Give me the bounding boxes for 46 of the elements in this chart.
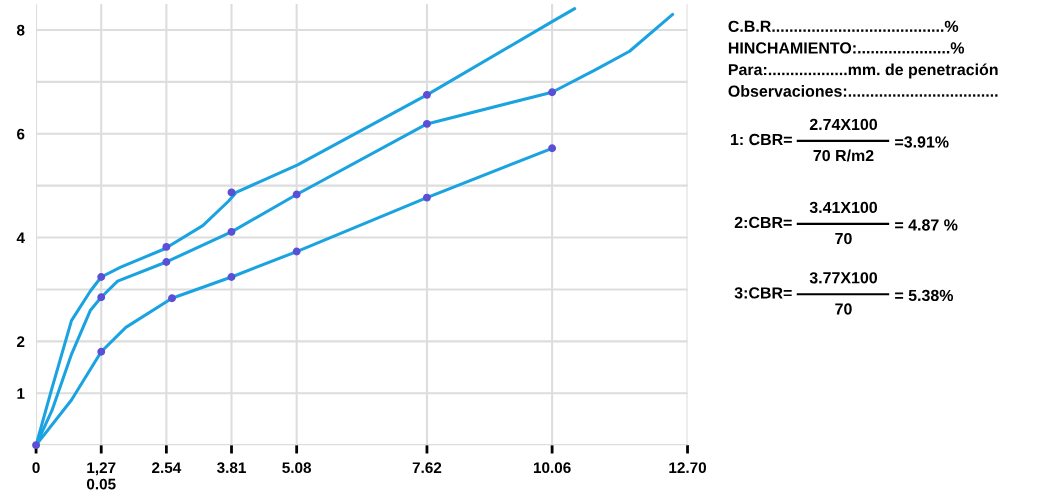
text: 3.41X100 xyxy=(809,201,878,214)
text: C.B.R.......................................% xyxy=(728,20,959,32)
text: 70 xyxy=(835,303,852,315)
x-tick-label: 0 xyxy=(32,462,40,474)
y-tick-label: 2 xyxy=(17,336,25,347)
point xyxy=(292,247,301,256)
x-tick-label: 10.06 xyxy=(533,462,571,474)
text: =3.91% xyxy=(895,136,949,148)
point xyxy=(168,294,176,303)
text: = 4.87 % xyxy=(895,219,958,231)
point xyxy=(292,190,301,199)
text: 2:CBR= xyxy=(734,216,792,229)
point xyxy=(97,347,106,356)
point xyxy=(97,273,106,281)
point xyxy=(32,441,41,450)
y-tick-label: 6 xyxy=(17,128,25,140)
point xyxy=(97,293,106,302)
point xyxy=(422,90,431,99)
text: 70 xyxy=(835,232,852,245)
x-tick-label: 2.54 xyxy=(152,462,182,474)
text: = 5.38% xyxy=(895,289,954,302)
point xyxy=(548,144,557,153)
x-tick-label: 5.08 xyxy=(282,462,312,474)
text: 3:CBR= xyxy=(734,287,792,299)
x-tick-label: 12.70 xyxy=(669,462,707,474)
point xyxy=(227,227,236,236)
point xyxy=(162,258,171,266)
text: 2.74X100 xyxy=(809,118,878,131)
y-tick-label: 1 xyxy=(17,388,25,399)
point xyxy=(227,188,236,197)
text: HINCHAMIENTO:.....................% xyxy=(728,42,965,54)
x-tick-label: 7.62 xyxy=(412,462,442,474)
point xyxy=(162,242,171,251)
text: Observaciones:.................................. xyxy=(728,85,998,97)
point xyxy=(548,88,557,97)
y-tick-label: 4 xyxy=(16,232,25,244)
x-tick-label: 3.81 xyxy=(217,462,246,474)
text: 70 R/m2 xyxy=(813,149,874,162)
point xyxy=(422,193,431,202)
text: 3.77X100 xyxy=(809,272,878,284)
point xyxy=(422,119,431,128)
text: Para:..................mm. de penetración xyxy=(728,63,998,79)
text: 1: CBR= xyxy=(730,133,792,146)
point xyxy=(227,273,236,281)
x-tick-label: 1,27 0.05 xyxy=(86,462,116,490)
y-tick-label: 8 xyxy=(16,24,25,36)
